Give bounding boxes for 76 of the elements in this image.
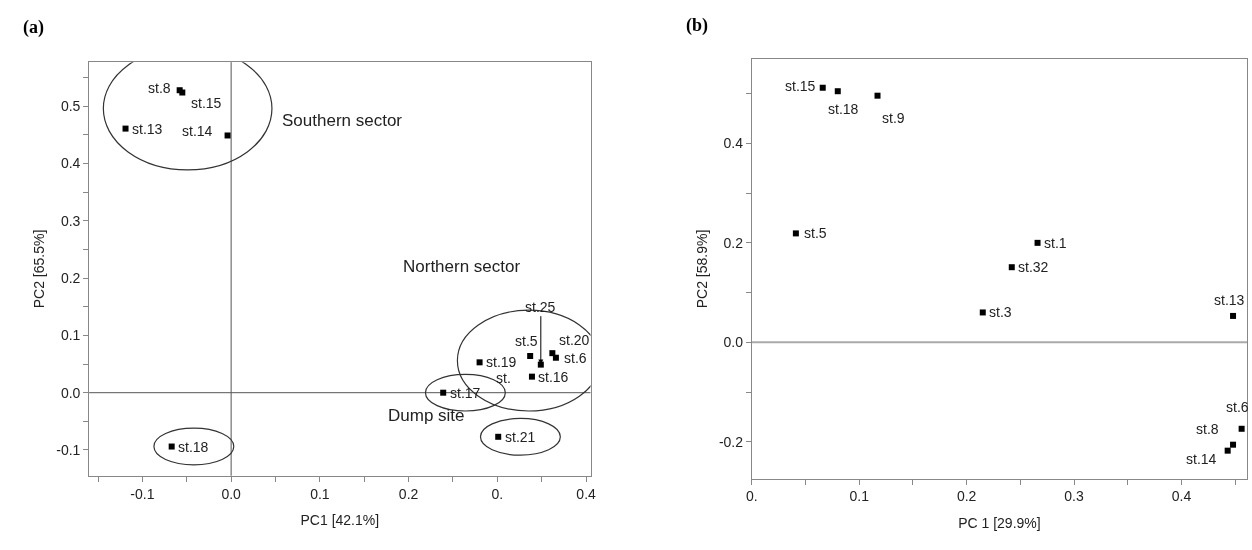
x-tick-label: 0.0 — [221, 485, 242, 502]
y-tick-label: 0.0 — [723, 334, 744, 351]
annotation: Dump site — [388, 406, 465, 425]
data-label: st.1 — [1044, 235, 1067, 251]
point — [979, 309, 986, 316]
data-label: st.6 — [564, 350, 587, 366]
data-label: st.13 — [132, 121, 163, 137]
y-tick-label: 0.0 — [60, 384, 81, 401]
chart-title: (a) — [23, 17, 44, 38]
data-label: st.14 — [1186, 451, 1217, 467]
point — [122, 125, 129, 132]
point — [1008, 264, 1015, 271]
point — [440, 389, 447, 396]
data-label: st.5 — [515, 333, 538, 349]
data-label: st.15 — [191, 95, 222, 111]
y-tick-label: 0.2 — [723, 234, 744, 251]
x-tick-label: 0.2 — [956, 488, 977, 505]
x-axis-title: PC1 [42.1%] — [300, 511, 380, 528]
y-tick-label: 0.3 — [60, 212, 81, 229]
data-label: st.8 — [148, 80, 171, 96]
data-label: st.14 — [182, 123, 213, 139]
point — [476, 359, 483, 366]
x-tick-label: 0. — [746, 488, 758, 505]
data-label: st.20 — [559, 332, 590, 348]
y-tick-label: -0.2 — [718, 433, 744, 450]
point — [224, 132, 231, 139]
point — [168, 443, 175, 450]
y-axis-title: PC2 [65.5%] — [30, 229, 47, 309]
y-axis-title: PC2 [58.9%] — [693, 229, 710, 309]
data-label: st.15 — [785, 78, 816, 94]
x-tick-label: 0.1 — [849, 488, 870, 505]
point — [552, 354, 559, 361]
data-label: st.21 — [505, 429, 536, 445]
data-label: st.25 — [525, 299, 556, 315]
x-tick-label: 0. — [491, 485, 504, 502]
point — [874, 92, 881, 99]
point — [1230, 312, 1237, 319]
y-tick-label: 0.4 — [723, 135, 744, 152]
point — [1230, 441, 1237, 448]
data-label: st.19 — [486, 354, 517, 370]
point — [1238, 425, 1245, 432]
x-axis-title: PC 1 [29.9%] — [958, 514, 1041, 531]
x-tick-label: 0.4 — [576, 485, 597, 502]
y-tick-label: 0.4 — [60, 155, 81, 172]
point — [792, 230, 799, 237]
data-label: st.9 — [882, 110, 905, 126]
y-tick-label: 0.2 — [60, 270, 81, 287]
point — [1034, 239, 1041, 246]
data-label: st.6 — [1226, 399, 1249, 415]
x-tick-label: -0.1 — [130, 485, 155, 502]
annotation: st. — [496, 370, 511, 386]
annotation: Northern sector — [403, 257, 521, 276]
data-label: st.32 — [1018, 259, 1049, 275]
point — [1224, 447, 1231, 454]
point — [527, 353, 534, 360]
point — [834, 88, 841, 95]
x-tick-label: 0.4 — [1171, 488, 1192, 505]
point — [495, 433, 502, 440]
x-tick-label: 0.2 — [398, 485, 419, 502]
chart-title: (b) — [686, 15, 708, 36]
y-tick-label: 0.5 — [60, 98, 81, 115]
x-tick-label: 0.1 — [310, 485, 330, 502]
data-label: st.18 — [828, 101, 859, 117]
data-label: st.18 — [178, 439, 209, 455]
data-label: st.8 — [1196, 421, 1219, 437]
data-label: st.16 — [538, 369, 569, 385]
point — [528, 373, 535, 380]
data-label: st.13 — [1214, 292, 1245, 308]
point — [819, 84, 826, 91]
point — [549, 350, 556, 357]
annotation: Southern sector — [282, 111, 403, 130]
data-label: st.5 — [804, 225, 827, 241]
y-tick-label: 0.1 — [60, 327, 81, 344]
x-tick-label: 0.3 — [1064, 488, 1085, 505]
y-tick-label: -0.1 — [56, 441, 81, 458]
data-label: st.3 — [989, 304, 1012, 320]
